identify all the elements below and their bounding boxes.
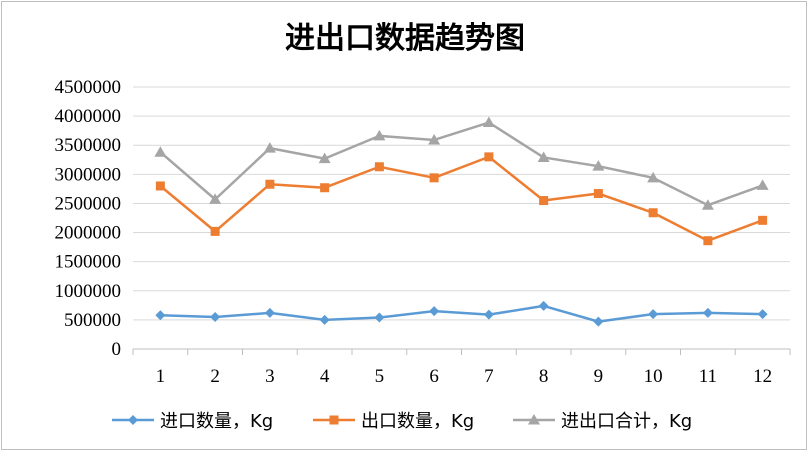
y-tick-label: 2500000 xyxy=(55,193,122,214)
data-point xyxy=(539,196,549,206)
data-point xyxy=(319,314,330,325)
gridlines xyxy=(133,86,790,321)
data-point xyxy=(701,199,714,210)
data-point xyxy=(703,236,713,246)
x-tick-label: 7 xyxy=(484,366,494,387)
data-point xyxy=(482,116,495,128)
series-3 xyxy=(154,116,769,210)
data-point xyxy=(648,309,659,320)
data-point xyxy=(648,208,658,218)
data-point xyxy=(318,152,331,164)
y-tick-label: 2000000 xyxy=(55,223,122,244)
data-point xyxy=(374,162,384,172)
x-tick-labels: 1 2 3 4 5 6 7 8 9 10 11 12 xyxy=(156,366,773,387)
data-point xyxy=(483,309,494,320)
x-tick-label: 4 xyxy=(320,366,330,387)
data-point xyxy=(647,171,660,183)
data-point xyxy=(154,146,167,157)
data-point xyxy=(702,307,713,318)
y-tick-labels: 0 500000 1000000 1500000 2000000 2500000 30000… xyxy=(55,77,122,360)
legend-item: 进出口合计，Kg xyxy=(513,411,692,432)
series-line xyxy=(159,155,764,242)
series-lines xyxy=(154,116,769,327)
legend-item: 进口数量，Kg xyxy=(112,411,273,432)
x-tick-label: 6 xyxy=(429,366,439,387)
legend-label: 进出口合计，Kg xyxy=(561,411,692,432)
y-tick-label: 0 xyxy=(112,339,122,360)
data-point xyxy=(484,152,494,162)
data-point xyxy=(593,316,604,327)
data-point xyxy=(537,151,550,162)
legend-label: 进口数量，Kg xyxy=(160,411,273,432)
data-point xyxy=(209,193,222,204)
data-point xyxy=(210,311,221,322)
x-tick-label: 8 xyxy=(539,366,549,387)
x-tick-label: 5 xyxy=(375,366,385,387)
y-tick-label: 1500000 xyxy=(55,252,122,273)
x-tick-label: 12 xyxy=(753,366,772,387)
y-tick-label: 3500000 xyxy=(55,135,122,156)
data-point xyxy=(429,173,439,183)
x-tick-label: 9 xyxy=(594,366,604,387)
data-point xyxy=(757,309,768,320)
y-tick-label: 500000 xyxy=(64,310,121,331)
y-tick-label: 3000000 xyxy=(55,164,122,185)
x-tick-label: 2 xyxy=(210,366,220,387)
series-2 xyxy=(155,152,768,246)
data-point xyxy=(428,133,441,145)
x-tick-label: 11 xyxy=(699,366,717,387)
data-point xyxy=(373,129,386,141)
data-point xyxy=(756,179,769,190)
series-line xyxy=(160,304,763,323)
legend-label: 出口数量，Kg xyxy=(361,411,474,432)
data-point xyxy=(593,189,603,199)
y-tick-label: 4000000 xyxy=(55,106,122,127)
data-point xyxy=(155,181,165,191)
legend-marker xyxy=(329,415,339,425)
legend-item: 出口数量，Kg xyxy=(313,411,474,432)
x-tick-label: 3 xyxy=(265,366,275,387)
data-point xyxy=(264,307,275,318)
x-tick-label: 1 xyxy=(156,366,166,387)
y-tick-label: 4500000 xyxy=(55,77,122,98)
series-line xyxy=(159,121,764,207)
legend-marker xyxy=(128,415,138,425)
legend-marker xyxy=(528,414,540,425)
data-point xyxy=(538,300,549,311)
legend: 进口数量，Kg 出口数量，Kg 进出口合计，Kg xyxy=(112,411,692,432)
series-1 xyxy=(155,300,768,327)
data-point xyxy=(374,312,385,323)
data-point xyxy=(263,142,276,153)
data-point xyxy=(320,183,330,193)
data-point xyxy=(758,215,768,225)
data-point xyxy=(265,179,275,189)
data-point xyxy=(210,226,220,236)
y-tick-label: 1000000 xyxy=(55,281,122,302)
axes xyxy=(132,348,791,355)
data-point xyxy=(429,306,440,317)
chart-title: 进出口数据趋势图 xyxy=(285,21,525,56)
x-tick-label: 10 xyxy=(644,366,663,387)
data-point xyxy=(592,160,605,171)
data-point xyxy=(155,310,166,321)
